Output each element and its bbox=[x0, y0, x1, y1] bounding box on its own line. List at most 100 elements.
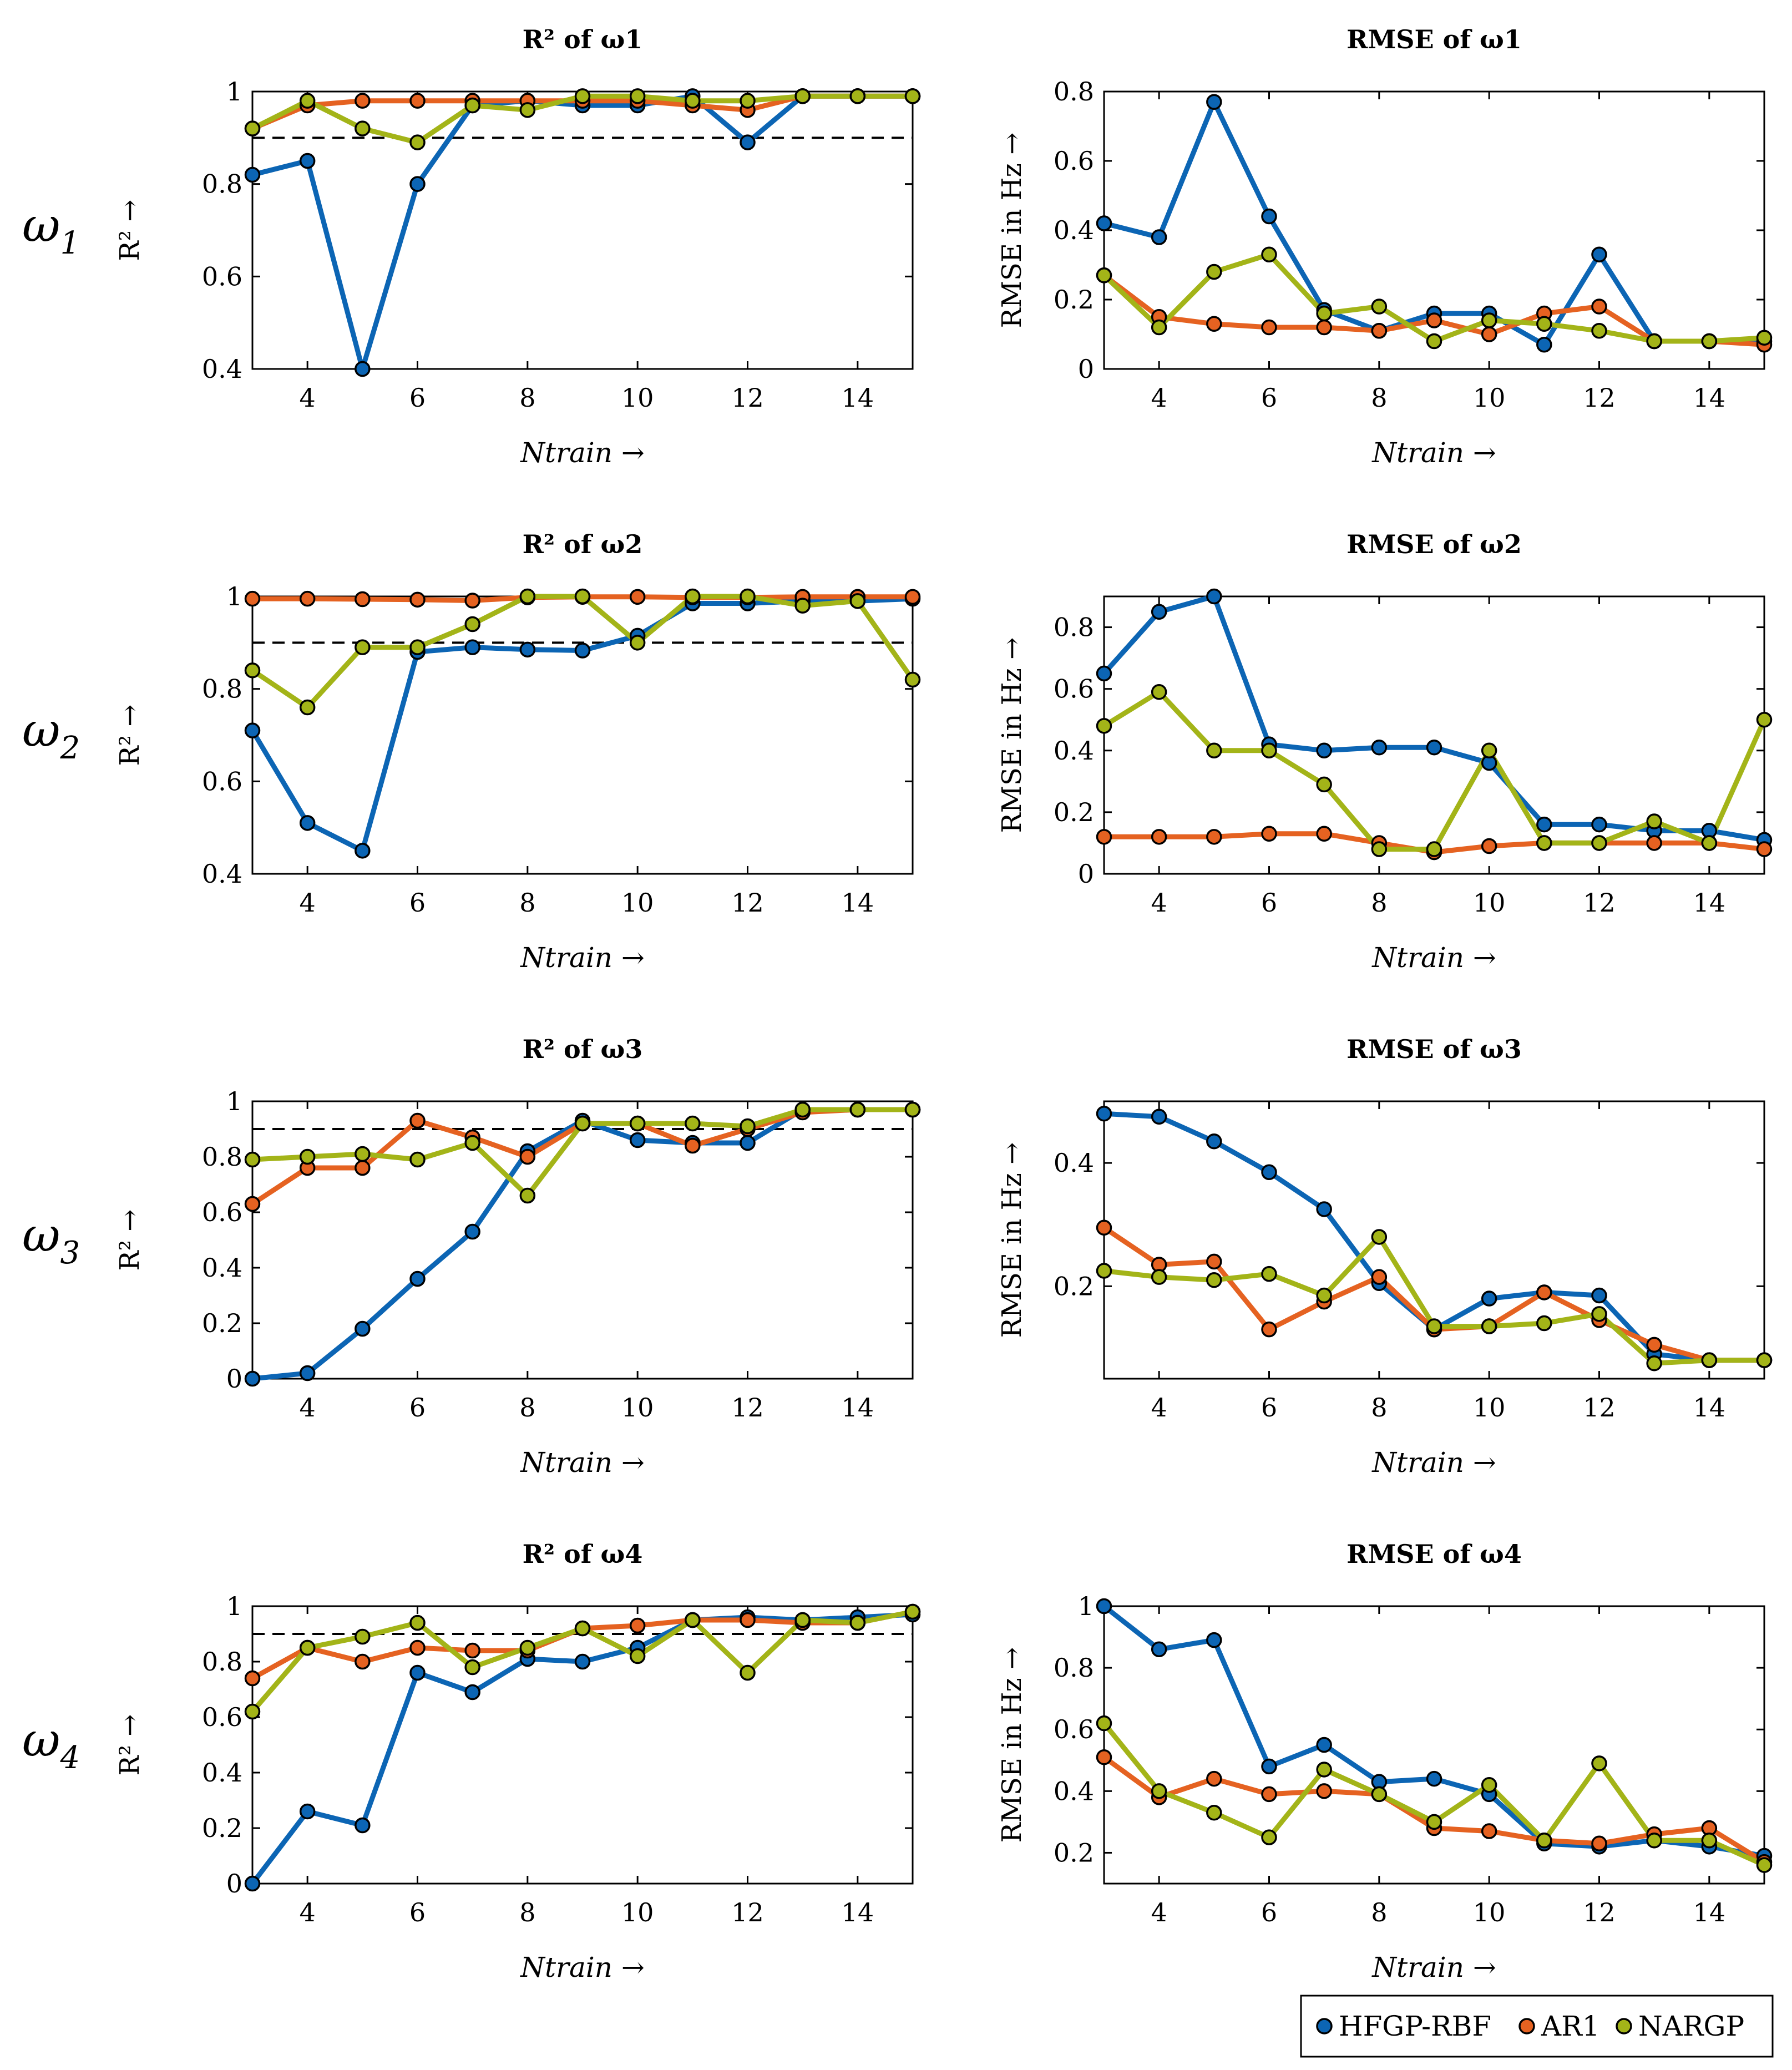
x-tick-label: 6 bbox=[1261, 1897, 1277, 1927]
data-point-nargp bbox=[1536, 1832, 1552, 1849]
data-point-nargp bbox=[1261, 246, 1277, 262]
data-point-hfgp-rbf bbox=[244, 1875, 261, 1892]
data-point-nargp bbox=[1646, 333, 1662, 350]
x-tick-label: 14 bbox=[842, 1393, 874, 1423]
x-tick-label: 10 bbox=[1473, 383, 1506, 413]
data-point-ar1 bbox=[355, 591, 371, 608]
chart-r2-w1: R² of ω1 4 6 8 10 12 14 0.4 0.6 0.8 1 Ntrain → R² → bbox=[114, 24, 921, 469]
x-tick-label: 8 bbox=[1371, 1897, 1387, 1927]
data-point-nargp bbox=[574, 588, 591, 605]
data-point-hfgp-rbf bbox=[355, 843, 371, 859]
y-tick-label: 0.4 bbox=[202, 1253, 242, 1283]
x-tick-label: 4 bbox=[300, 1393, 316, 1423]
data-point-nargp bbox=[685, 1612, 701, 1628]
data-point-hfgp-rbf bbox=[1371, 739, 1388, 756]
data-point-nargp bbox=[464, 1659, 480, 1676]
x-tick-label: 8 bbox=[1371, 888, 1387, 918]
data-point-nargp bbox=[574, 88, 591, 104]
axes-frame bbox=[1103, 1605, 1765, 1885]
data-point-ar1 bbox=[740, 1612, 756, 1628]
x-axis-label: Ntrain → bbox=[520, 437, 645, 469]
data-point-nargp bbox=[629, 1115, 646, 1132]
data-point-hfgp-rbf bbox=[740, 134, 756, 150]
data-point-hfgp-rbf bbox=[1316, 742, 1332, 759]
data-point-nargp bbox=[1591, 835, 1607, 851]
series-line-nargp bbox=[1103, 1234, 1764, 1366]
data-point-nargp bbox=[1426, 1814, 1442, 1830]
data-point-ar1 bbox=[464, 1642, 480, 1659]
data-point-ar1 bbox=[1261, 319, 1277, 336]
x-tick-label: 10 bbox=[621, 888, 654, 918]
y-tick-label: 0.4 bbox=[1054, 1148, 1094, 1178]
y-tick-label: 1 bbox=[226, 1086, 242, 1116]
row-label: ω1 bbox=[22, 198, 80, 261]
data-point-nargp bbox=[355, 639, 371, 655]
data-point-hfgp-rbf bbox=[1536, 816, 1552, 833]
data-point-hfgp-rbf bbox=[740, 1135, 756, 1151]
y-tick-label: 0.8 bbox=[1054, 1653, 1094, 1683]
y-tick-label: 0 bbox=[1078, 859, 1094, 889]
data-point-hfgp-rbf bbox=[409, 1271, 426, 1287]
data-point-nargp bbox=[1206, 1804, 1222, 1821]
chart-r2-w3: R² of ω3 4 6 8 10 12 14 0 0.2 0.4 0.6 0.8 1 Ntrain → R… bbox=[114, 1034, 921, 1479]
chart-r2-w2: R² of ω2 4 6 8 10 12 14 0.4 0.6 0.8 1 Ntrain → R² → bbox=[114, 529, 921, 974]
data-point-nargp bbox=[1426, 841, 1442, 857]
y-axis-label: RMSE in Hz → bbox=[996, 637, 1027, 833]
data-point-ar1 bbox=[1261, 1321, 1277, 1338]
data-point-nargp bbox=[1591, 1755, 1607, 1772]
data-point-nargp bbox=[299, 1148, 316, 1165]
chart-title: RMSE of ω4 bbox=[1346, 1539, 1522, 1569]
data-point-nargp bbox=[1151, 319, 1167, 336]
axes-frame bbox=[1103, 595, 1765, 875]
data-point-ar1 bbox=[299, 590, 316, 607]
legend-label: NARGP bbox=[1638, 2010, 1744, 2042]
y-tick-label: 1 bbox=[226, 77, 242, 107]
y-tick-label: 0.6 bbox=[202, 1702, 242, 1732]
data-point-ar1 bbox=[1206, 829, 1222, 845]
x-tick-label: 4 bbox=[1151, 1897, 1167, 1927]
data-point-ar1 bbox=[1591, 1835, 1607, 1852]
y-tick-label: 0.8 bbox=[202, 1142, 242, 1172]
data-point-nargp bbox=[1371, 1786, 1388, 1803]
data-point-nargp bbox=[904, 88, 921, 104]
data-point-nargp bbox=[409, 639, 426, 655]
data-point-hfgp-rbf bbox=[574, 1653, 591, 1670]
data-point-ar1 bbox=[464, 593, 480, 609]
data-point-ar1 bbox=[1316, 826, 1332, 842]
data-point-ar1 bbox=[355, 93, 371, 109]
data-point-nargp bbox=[1756, 711, 1773, 728]
data-point-nargp bbox=[1646, 813, 1662, 829]
data-point-ar1 bbox=[1756, 841, 1773, 857]
series-line-hfgp-rbf bbox=[250, 596, 913, 853]
data-point-nargp bbox=[794, 88, 811, 104]
y-tick-label: 0.4 bbox=[202, 354, 242, 384]
data-point-nargp bbox=[464, 616, 480, 632]
data-point-hfgp-rbf bbox=[1206, 1632, 1222, 1648]
data-point-nargp bbox=[1536, 316, 1552, 332]
data-point-nargp bbox=[244, 120, 261, 136]
data-point-ar1 bbox=[409, 1112, 426, 1129]
chart-title: RMSE of ω2 bbox=[1346, 529, 1522, 559]
data-point-ar1 bbox=[1096, 1219, 1112, 1236]
data-point-ar1 bbox=[409, 93, 426, 109]
data-point-ar1 bbox=[904, 589, 921, 605]
series-line-hfgp-rbf bbox=[1102, 594, 1765, 843]
data-point-nargp bbox=[409, 1615, 426, 1631]
x-tick-label: 8 bbox=[519, 1897, 535, 1927]
data-point-hfgp-rbf bbox=[409, 1664, 426, 1681]
data-point-nargp bbox=[629, 88, 646, 104]
data-point-nargp bbox=[1206, 742, 1222, 759]
y-axis-label: R² → bbox=[114, 1714, 145, 1776]
x-tick-label: 12 bbox=[1583, 1897, 1616, 1927]
data-point-nargp bbox=[1426, 1318, 1442, 1334]
legend-label: AR1 bbox=[1541, 2010, 1600, 2042]
data-point-ar1 bbox=[629, 589, 646, 605]
y-tick-label: 0.8 bbox=[202, 674, 242, 704]
y-tick-label: 0 bbox=[1078, 354, 1094, 384]
data-point-ar1 bbox=[1316, 319, 1332, 336]
x-tick-label: 8 bbox=[519, 888, 535, 918]
data-point-hfgp-rbf bbox=[299, 1365, 316, 1381]
x-tick-label: 10 bbox=[621, 1897, 654, 1927]
data-point-nargp bbox=[1151, 1783, 1167, 1799]
